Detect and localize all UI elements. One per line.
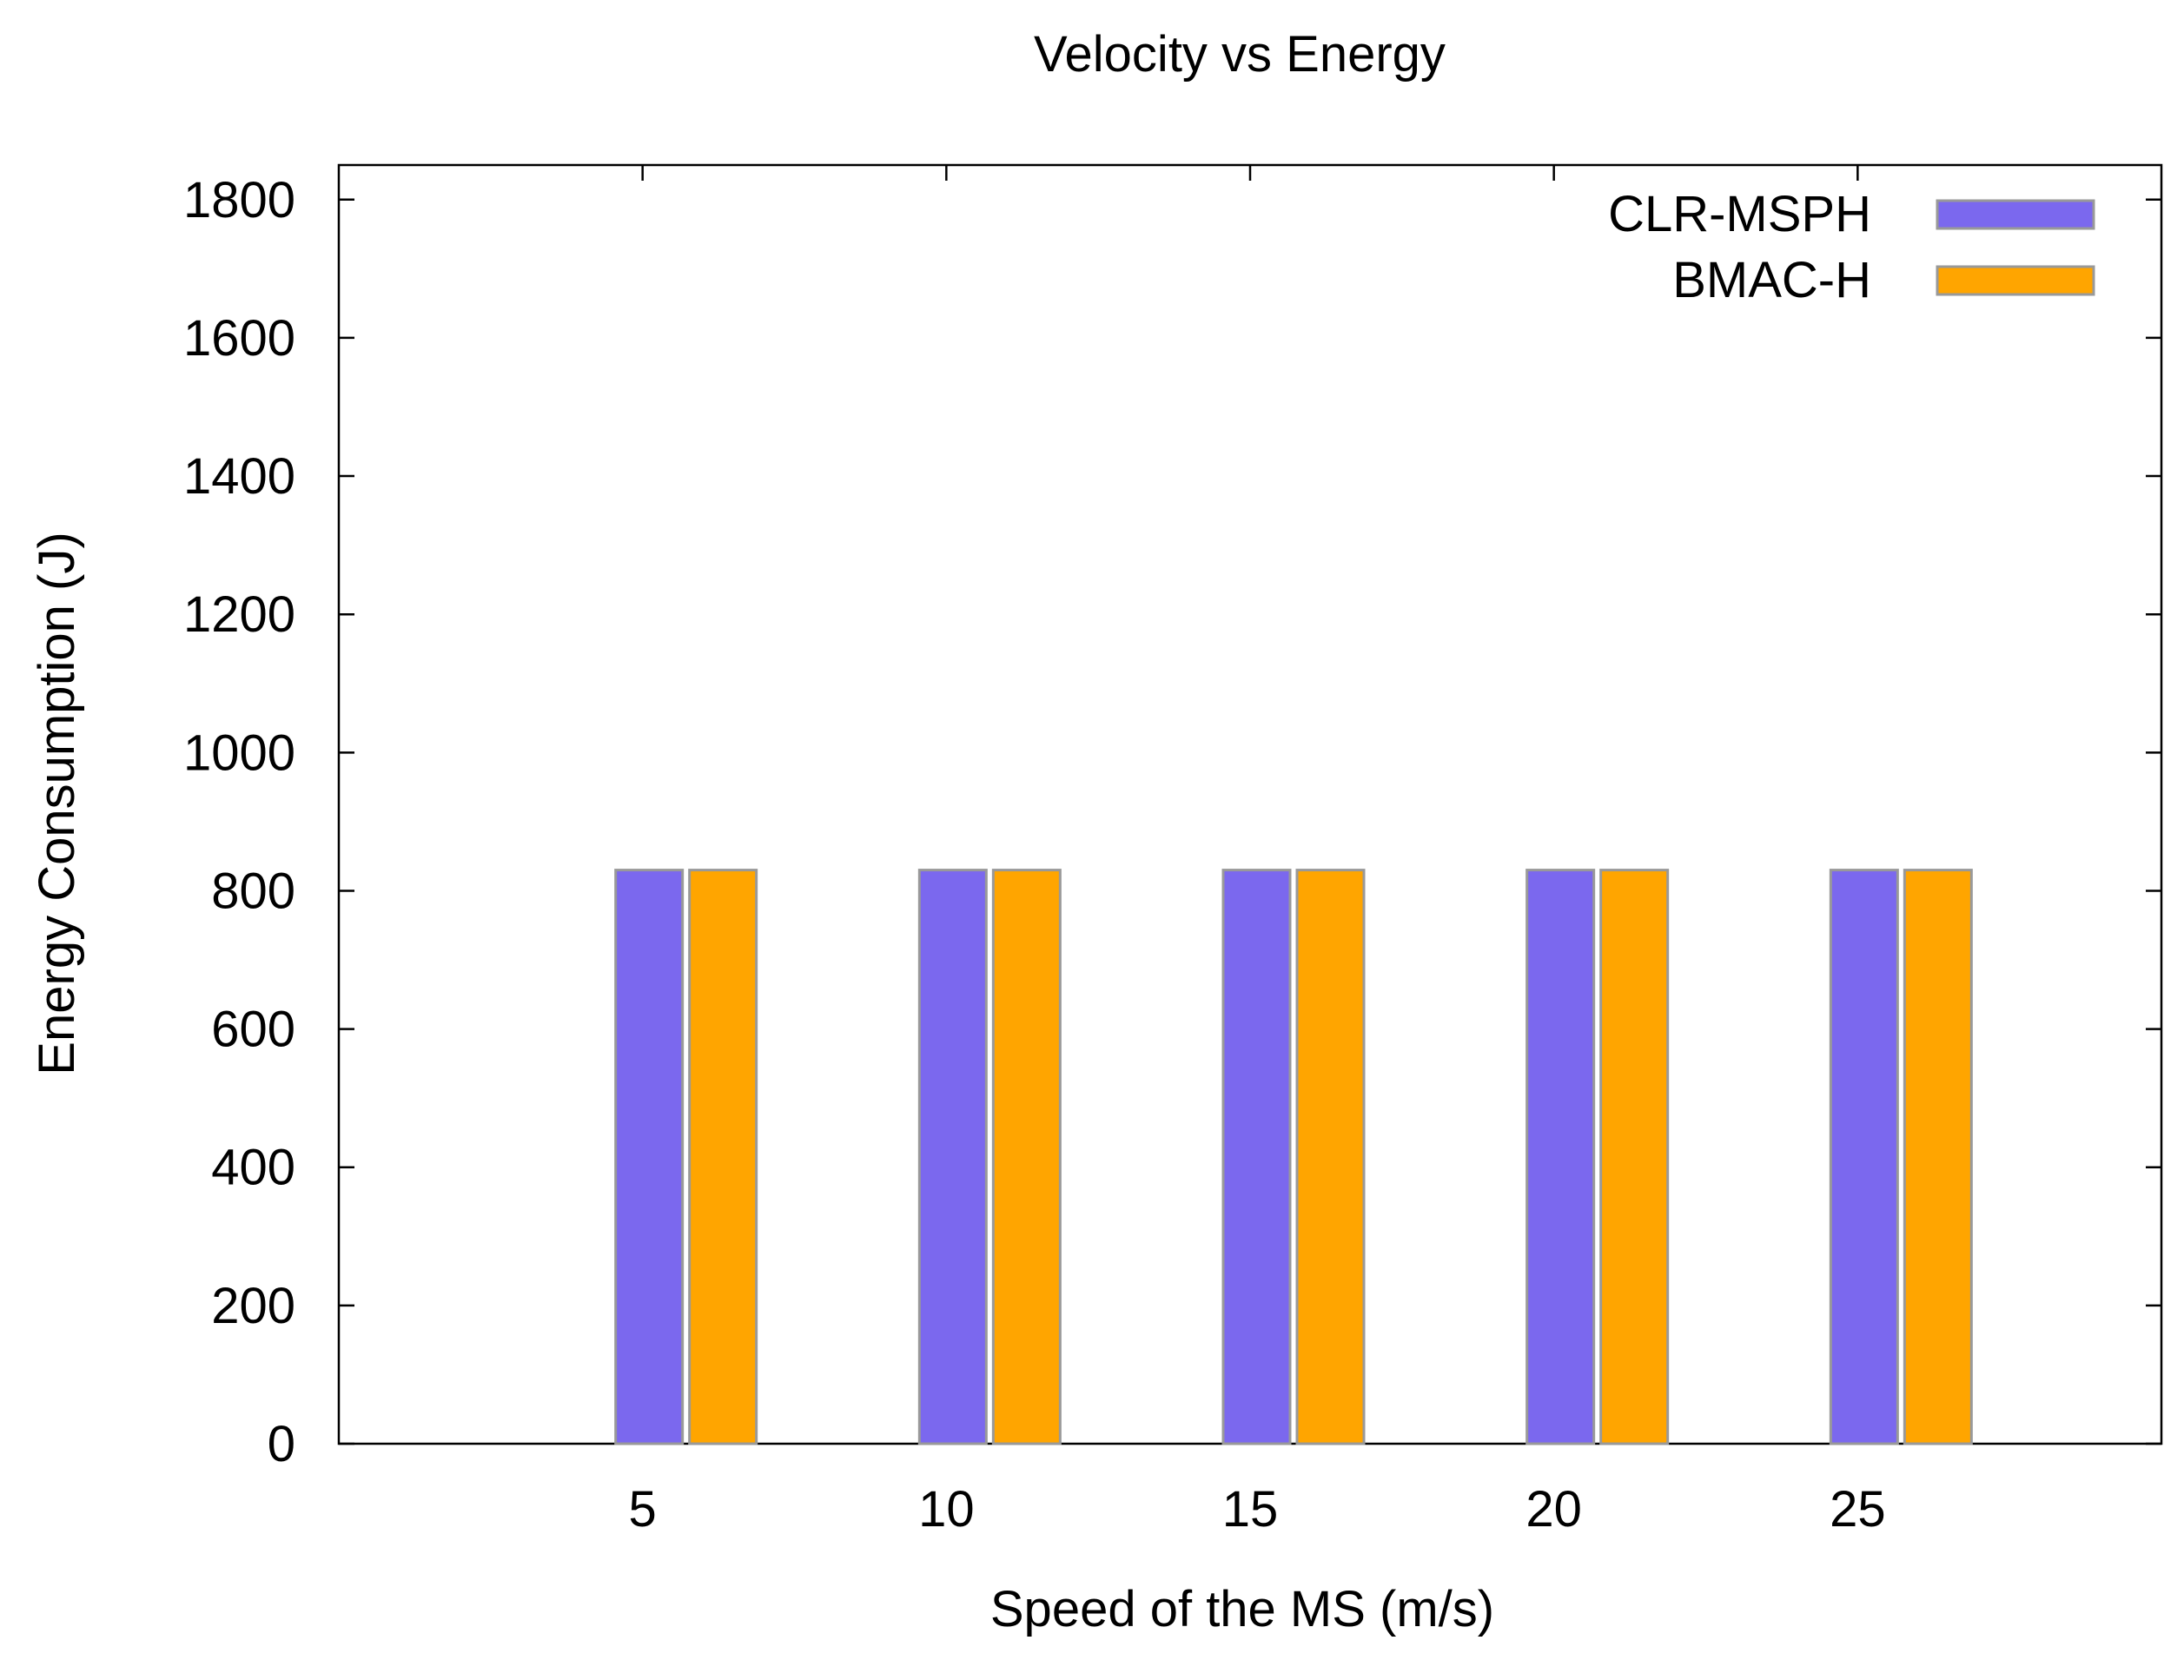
y-tick-label: 1400 [183,448,295,505]
y-tick-label: 800 [211,863,295,919]
chart-title: Velocity vs Energy [1034,26,1446,83]
y-tick-label: 600 [211,1002,295,1058]
x-tick-label: 5 [629,1481,657,1538]
bar-clr-msph-20 [1525,869,1596,1445]
y-axis-label: Energy Consumption (J) [29,532,85,1075]
bar-bmac-h-5 [688,869,758,1445]
x-tick-label: 10 [918,1481,975,1538]
x-tick-label: 25 [1830,1481,1886,1538]
legend-label: CLR-MSPH [1608,186,1871,242]
x-tick-label: 15 [1222,1481,1279,1538]
y-tick-label: 200 [211,1278,295,1334]
legend-swatch [1936,265,2095,296]
x-axis-label: Speed of the MS (m/s) [990,1581,1494,1637]
y-tick-label: 1800 [183,172,295,228]
x-tick-label: 20 [1525,1481,1582,1538]
bar-clr-msph-5 [614,869,685,1445]
bar-bmac-h-25 [1903,869,1973,1445]
bar-clr-msph-10 [917,869,988,1445]
bar-bmac-h-10 [991,869,1062,1445]
y-tick-label: 1600 [183,310,295,367]
y-tick-label: 400 [211,1140,295,1196]
legend: CLR-MSPH BMAC-H [1608,186,2095,308]
y-tick-label: 1000 [183,724,295,781]
legend-swatch [1936,199,2095,230]
bar-bmac-h-20 [1599,869,1670,1445]
legend-label: BMAC-H [1672,252,1871,308]
bar-clr-msph-15 [1221,869,1292,1445]
y-tick-label: 1200 [183,586,295,643]
bar-bmac-h-15 [1295,869,1366,1445]
bar-clr-msph-25 [1829,869,1899,1445]
y-tick-label: 0 [268,1416,295,1472]
plot-area: 0 200 400 600 800 1000 1200 1400 1600 1800 5 10 15 20… [183,163,2163,1538]
